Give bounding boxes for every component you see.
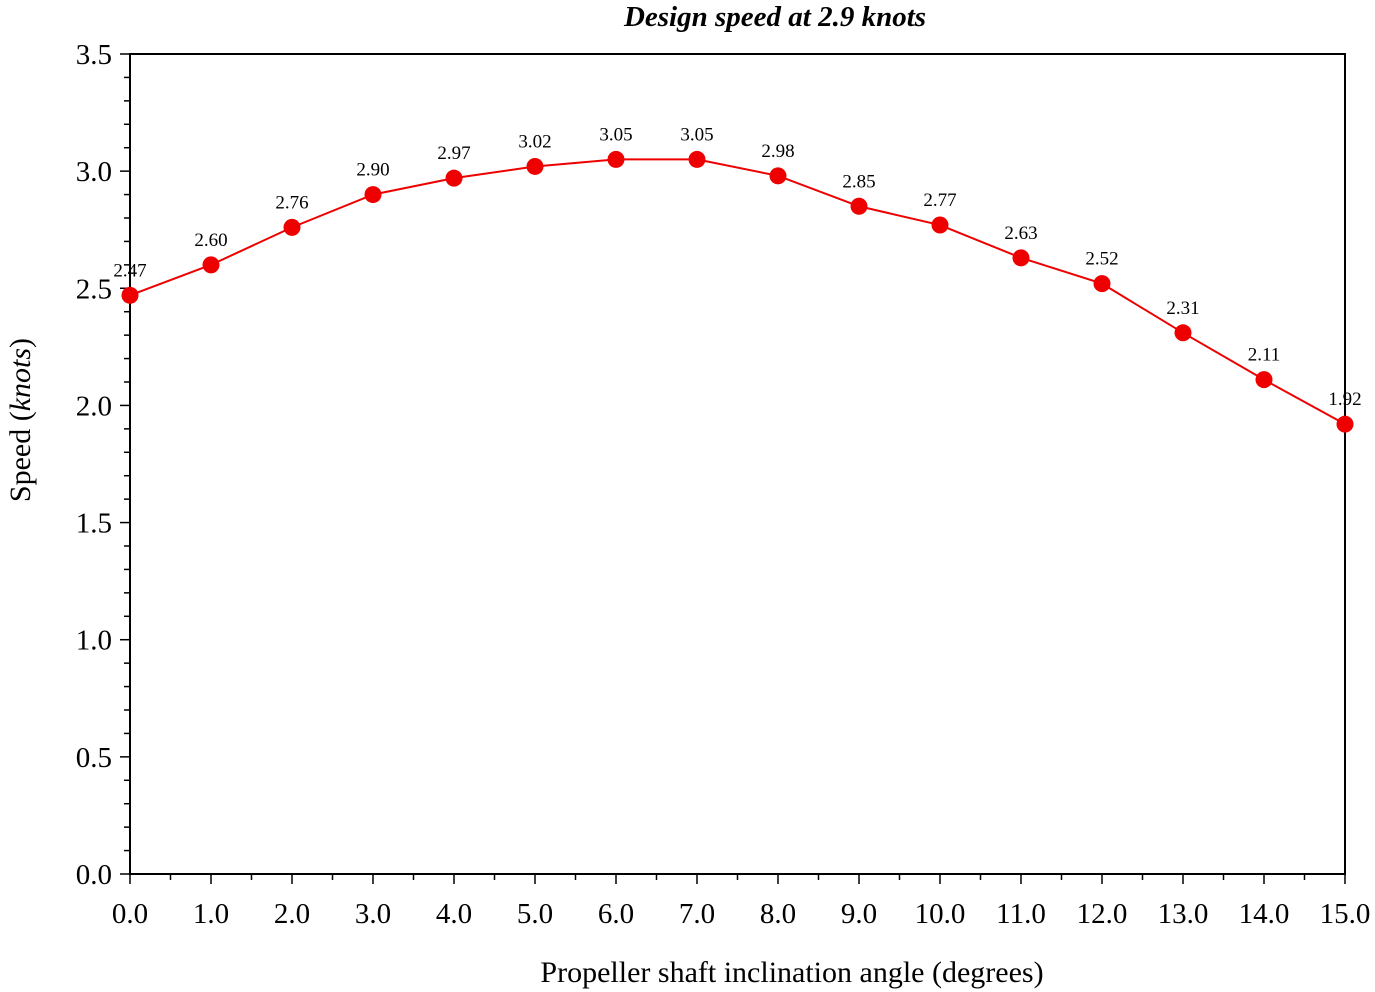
y-tick-label: 0.0 (76, 859, 112, 891)
y-tick-label: 1.0 (76, 625, 112, 657)
x-tick-label: 15.0 (1320, 898, 1371, 930)
data-label: 2.85 (842, 171, 875, 192)
data-label: 2.47 (113, 260, 146, 281)
data-label: 2.52 (1085, 249, 1118, 270)
data-label: 3.02 (518, 131, 551, 152)
data-label: 1.92 (1328, 389, 1361, 410)
x-tick-label: 2.0 (274, 898, 310, 930)
data-label: 2.11 (1248, 345, 1281, 366)
x-tick-label: 12.0 (1077, 898, 1128, 930)
data-point (202, 256, 220, 274)
data-point (283, 218, 301, 236)
data-label: 3.05 (680, 124, 713, 145)
data-label: 2.31 (1166, 298, 1199, 319)
x-tick-label: 10.0 (915, 898, 966, 930)
data-point (688, 150, 706, 168)
data-label: 2.77 (923, 190, 956, 211)
data-point (850, 197, 868, 215)
data-label: 2.60 (194, 230, 227, 251)
y-axis: 0.0 0.5 1.0 1.5 2.0 2.5 3.0 3.5 (76, 39, 130, 891)
y-axis-label-suffix: ) (4, 338, 37, 348)
x-tick-label: 4.0 (436, 898, 472, 930)
data-point (121, 286, 139, 304)
x-tick-label: 13.0 (1158, 898, 1209, 930)
series-polyline (129, 158, 1346, 426)
y-tick-label: 1.5 (76, 508, 112, 540)
x-tick-label: 14.0 (1239, 898, 1290, 930)
x-tick-label: 1.0 (193, 898, 229, 930)
data-point (1255, 371, 1273, 389)
data-label: 2.90 (356, 160, 389, 181)
y-tick-label: 3.0 (76, 156, 112, 188)
data-label: 2.76 (275, 192, 308, 213)
data-point (1174, 324, 1192, 342)
y-tick-label: 3.5 (76, 39, 112, 71)
y-tick-label: 2.0 (76, 390, 112, 422)
data-point (607, 150, 625, 168)
x-tick-label: 7.0 (679, 898, 715, 930)
data-point (769, 167, 787, 185)
data-point (1012, 249, 1030, 267)
x-tick-label: 5.0 (517, 898, 553, 930)
x-tick-label: 0.0 (112, 898, 148, 930)
data-point (1336, 415, 1354, 433)
data-label: 3.05 (599, 124, 632, 145)
series-line: 2.47 2.60 2.76 2.90 2.97 3.02 3.05 3.05 2.98 2.85… (113, 124, 1362, 433)
data-point (1093, 275, 1111, 293)
data-label: 2.98 (761, 141, 794, 162)
data-point (364, 186, 382, 204)
y-axis-label-unit: knots (4, 348, 37, 411)
data-label: 2.97 (437, 143, 470, 164)
x-tick-label: 11.0 (996, 898, 1046, 930)
chart-title: Design speed at 2.9 knots (623, 1, 926, 33)
data-point (931, 216, 949, 234)
x-axis-label: Propeller shaft inclination angle (degre… (540, 956, 1043, 989)
x-tick-label: 3.0 (355, 898, 391, 930)
y-tick-label: 0.5 (76, 742, 112, 774)
y-axis-label: Speed (knots) (4, 338, 37, 502)
plot-area (129, 53, 1346, 875)
x-tick-label: 9.0 (841, 898, 877, 930)
x-tick-label: 8.0 (760, 898, 796, 930)
y-axis-label-prefix: Speed ( (4, 411, 37, 502)
x-axis: 0.0 1.0 2.0 3.0 4.0 5.0 6.0 7.0 8.0 9.0 10.0 11.0 12… (112, 874, 1371, 930)
y-tick-label: 2.5 (76, 273, 112, 305)
data-point (526, 157, 544, 175)
x-tick-label: 6.0 (598, 898, 634, 930)
data-label: 2.63 (1004, 223, 1037, 244)
data-point (445, 169, 463, 187)
